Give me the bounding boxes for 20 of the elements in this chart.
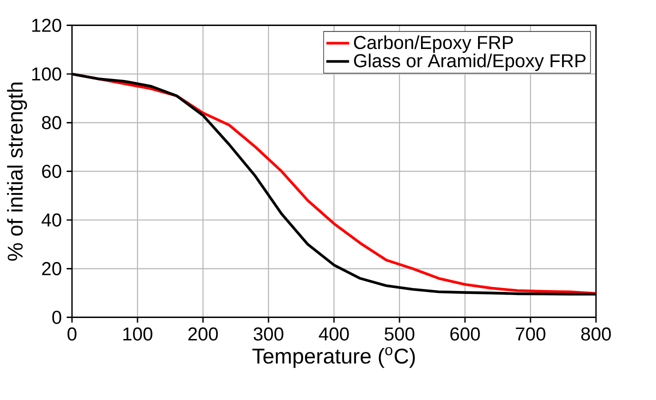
x-tick-label: 200 xyxy=(188,327,218,341)
legend-label: Carbon/Epoxy FRP xyxy=(354,35,513,53)
x-tick-label: 500 xyxy=(384,327,414,341)
x-tick-label: 0 xyxy=(68,327,76,341)
y-tick-label: 120 xyxy=(32,18,62,32)
y-tick-label: 20 xyxy=(42,262,62,276)
x-tick-label: 100 xyxy=(123,327,152,341)
y-tick-label: 80 xyxy=(42,116,62,130)
x-tick-label: 600 xyxy=(450,327,480,341)
y-axis-title: % of initial strength xyxy=(7,82,27,261)
y-tick-label: 100 xyxy=(32,67,62,81)
x-tick-label: 800 xyxy=(581,327,611,341)
x-tick-label: 700 xyxy=(516,327,546,341)
y-tick-label: 40 xyxy=(42,213,62,227)
legend-label: Glass or Aramid/Epoxy FRP xyxy=(354,54,586,72)
y-tick-label: 60 xyxy=(42,164,62,178)
y-tick-label: 0 xyxy=(52,310,62,324)
x-tick-label: 300 xyxy=(254,327,284,341)
x-axis-title: Temperature ($^{o}$C) xyxy=(252,347,415,368)
x-tick-label: 400 xyxy=(318,327,349,341)
